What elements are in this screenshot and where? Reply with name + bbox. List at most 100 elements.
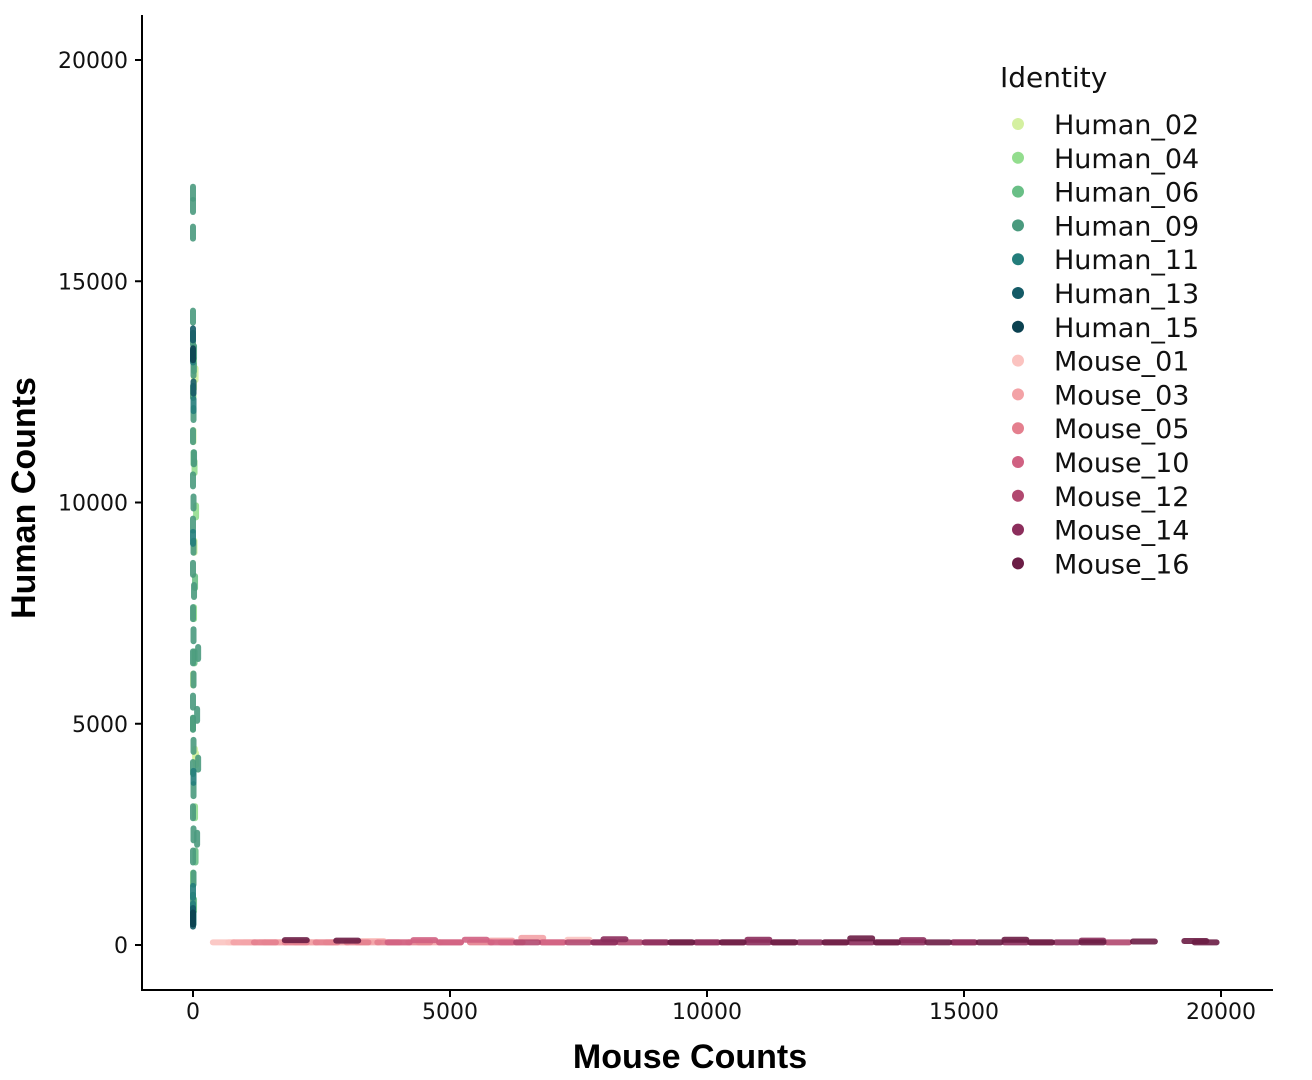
legend-item: Human_09 bbox=[1012, 211, 1199, 242]
data-point bbox=[564, 939, 593, 946]
data-point bbox=[1129, 938, 1158, 945]
data-point bbox=[195, 754, 202, 773]
data-point bbox=[641, 939, 670, 946]
x-tick-label: 5000 bbox=[422, 1000, 478, 1025]
legend-item: Human_11 bbox=[1012, 245, 1199, 276]
data-point bbox=[191, 582, 198, 600]
data-point bbox=[190, 471, 196, 490]
plot-area bbox=[190, 183, 1220, 946]
legend-item: Human_04 bbox=[1012, 144, 1199, 175]
series-Human_09 bbox=[190, 183, 202, 924]
data-point bbox=[436, 939, 464, 946]
data-point bbox=[1052, 939, 1081, 946]
series-Human_15 bbox=[190, 345, 196, 928]
legend-marker bbox=[1012, 185, 1024, 198]
legend-label: Mouse_12 bbox=[1054, 482, 1189, 513]
data-point bbox=[190, 648, 196, 667]
data-point bbox=[190, 223, 196, 242]
x-tick-label: 0 bbox=[186, 1000, 200, 1025]
legend-item: Mouse_14 bbox=[1012, 516, 1189, 547]
data-point bbox=[1027, 939, 1056, 946]
legend-item: Human_06 bbox=[1012, 178, 1199, 209]
y-tick-label: 0 bbox=[114, 934, 128, 959]
data-point bbox=[195, 643, 202, 662]
data-point bbox=[190, 736, 197, 755]
legend-label: Human_02 bbox=[1054, 110, 1199, 141]
data-point bbox=[667, 939, 696, 946]
data-point bbox=[190, 325, 196, 344]
data-point bbox=[950, 939, 978, 946]
data-point bbox=[190, 345, 196, 364]
data-point bbox=[770, 939, 799, 946]
data-point bbox=[513, 939, 542, 946]
data-point bbox=[190, 909, 196, 928]
data-point bbox=[744, 936, 773, 943]
legend-marker bbox=[1012, 422, 1024, 435]
legend-label: Human_04 bbox=[1054, 144, 1199, 175]
legend-label: Mouse_03 bbox=[1054, 380, 1189, 411]
legend-label: Human_11 bbox=[1054, 245, 1199, 276]
y-axis-title: Human Counts bbox=[5, 377, 43, 619]
legend-item: Mouse_05 bbox=[1012, 414, 1189, 445]
legend-marker bbox=[1012, 354, 1024, 367]
data-point bbox=[190, 528, 196, 547]
legend-item: Human_15 bbox=[1012, 313, 1199, 344]
data-point bbox=[190, 767, 197, 786]
legend-item: Mouse_01 bbox=[1012, 347, 1189, 378]
data-point bbox=[190, 692, 196, 711]
data-point bbox=[194, 829, 201, 848]
data-point bbox=[410, 937, 439, 944]
legend-label: Mouse_14 bbox=[1054, 516, 1189, 547]
data-point bbox=[1191, 939, 1220, 946]
data-point bbox=[190, 183, 196, 202]
data-point bbox=[821, 939, 850, 946]
data-point bbox=[190, 493, 197, 512]
legend-marker bbox=[1012, 287, 1024, 299]
data-point bbox=[190, 515, 196, 534]
legend-marker bbox=[1012, 388, 1024, 401]
y-ticks: 0 5000 10000 15000 20000 bbox=[58, 49, 142, 959]
legend-marker bbox=[1012, 557, 1024, 570]
legend-item: Mouse_03 bbox=[1012, 380, 1189, 411]
data-point bbox=[384, 939, 413, 946]
legend-title: Identity bbox=[1000, 61, 1107, 94]
data-point bbox=[975, 939, 1004, 946]
data-point bbox=[190, 670, 197, 689]
data-point bbox=[898, 937, 927, 944]
x-tick-label: 15000 bbox=[929, 1000, 999, 1025]
y-tick-label: 5000 bbox=[72, 713, 128, 738]
data-point bbox=[693, 939, 721, 946]
x-ticks: 0 5000 10000 15000 20000 bbox=[186, 990, 1256, 1025]
legend-item: Mouse_16 bbox=[1012, 549, 1189, 580]
data-point bbox=[190, 714, 196, 733]
data-point bbox=[250, 939, 279, 946]
legend: Identity Human_02Human_04Human_06Human_0… bbox=[1000, 61, 1199, 580]
legend-item: Mouse_10 bbox=[1012, 448, 1189, 479]
y-tick-label: 10000 bbox=[58, 492, 128, 517]
data-point bbox=[190, 396, 197, 415]
y-tick-label: 15000 bbox=[58, 270, 128, 295]
data-point bbox=[487, 939, 516, 946]
data-point bbox=[333, 937, 362, 944]
legend-label: Human_15 bbox=[1054, 313, 1199, 344]
legend-label: Mouse_01 bbox=[1054, 347, 1189, 378]
legend-item: Human_02 bbox=[1012, 110, 1199, 141]
data-point bbox=[281, 937, 310, 944]
data-point bbox=[718, 939, 747, 946]
legend-item: Human_13 bbox=[1012, 279, 1199, 310]
legend-marker bbox=[1012, 253, 1024, 266]
legend-marker bbox=[1012, 118, 1024, 130]
data-point bbox=[1001, 936, 1030, 943]
data-point bbox=[924, 939, 953, 946]
legend-marker bbox=[1012, 523, 1024, 536]
data-point bbox=[872, 939, 901, 946]
data-point bbox=[538, 939, 567, 946]
legend-marker bbox=[1012, 151, 1024, 164]
legend-label: Human_09 bbox=[1054, 211, 1199, 242]
data-point bbox=[190, 803, 196, 822]
legend-marker bbox=[1012, 320, 1024, 333]
data-point bbox=[191, 449, 198, 468]
series-Mouse_16 bbox=[281, 935, 1220, 946]
data-point bbox=[847, 935, 876, 942]
